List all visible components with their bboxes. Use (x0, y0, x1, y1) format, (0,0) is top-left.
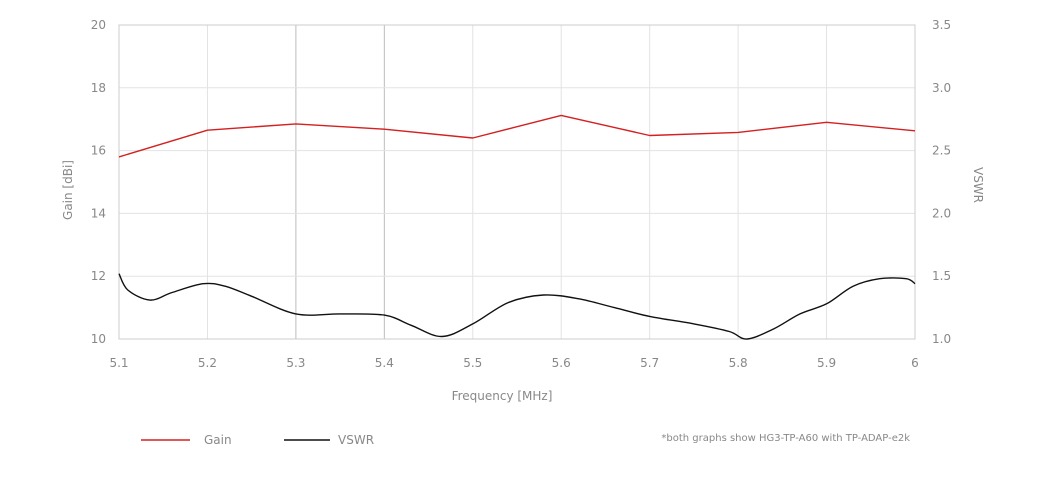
series-line-gain (118, 114, 916, 158)
y-right-axis-title: VSWR (971, 167, 985, 203)
x-tick-label: 5.3 (286, 356, 305, 370)
y-left-tick-label: 16 (91, 144, 106, 158)
legend-label-vswr: VSWR (338, 433, 374, 447)
x-tick-labels: 5.1 5.2 5.3 5.4 5.5 5.6 5.7 5.8 5.9 6 (109, 356, 918, 370)
y-right-tick-label: 1.0 (932, 332, 951, 346)
x-tick-label: 6 (911, 356, 919, 370)
y-right-tick-label: 2.5 (932, 144, 951, 158)
y-right-tick-labels: 3.5 3.0 2.5 2.0 1.5 1.0 (932, 18, 951, 346)
plot-area-frame (118, 24, 916, 340)
grid (118, 24, 916, 340)
x-tick-label: 5.2 (198, 356, 217, 370)
y-right-tick-label: 2.0 (932, 206, 951, 220)
x-tick-label: 5.8 (729, 356, 748, 370)
y-right-tick-label: 3.5 (932, 18, 951, 32)
y-left-tick-label: 18 (91, 81, 106, 95)
x-axis-title: Frequency [MHz] (452, 389, 553, 403)
y-left-tick-label: 20 (91, 18, 106, 32)
y-left-tick-labels: 20 18 16 14 12 10 (91, 18, 106, 346)
series-layer (118, 114, 916, 340)
legend-label-gain: Gain (204, 433, 232, 447)
x-tick-label: 5.9 (817, 356, 836, 370)
y-left-tick-label: 10 (91, 332, 106, 346)
legend: Gain VSWR (141, 433, 374, 447)
y-left-tick-label: 12 (91, 269, 106, 283)
y-right-tick-label: 1.5 (932, 269, 951, 283)
y-left-axis-title: Gain [dBi] (61, 160, 75, 220)
x-tick-label: 5.5 (463, 356, 482, 370)
x-tick-label: 5.1 (109, 356, 128, 370)
series-line-vswr (118, 273, 916, 340)
x-tick-label: 5.6 (552, 356, 571, 370)
y-right-tick-label: 3.0 (932, 81, 951, 95)
y-left-tick-label: 14 (91, 206, 106, 220)
x-tick-label: 5.7 (640, 356, 659, 370)
x-tick-label: 5.4 (375, 356, 394, 370)
footnote: *both graphs show HG3-TP-A60 with TP-ADA… (661, 433, 910, 444)
